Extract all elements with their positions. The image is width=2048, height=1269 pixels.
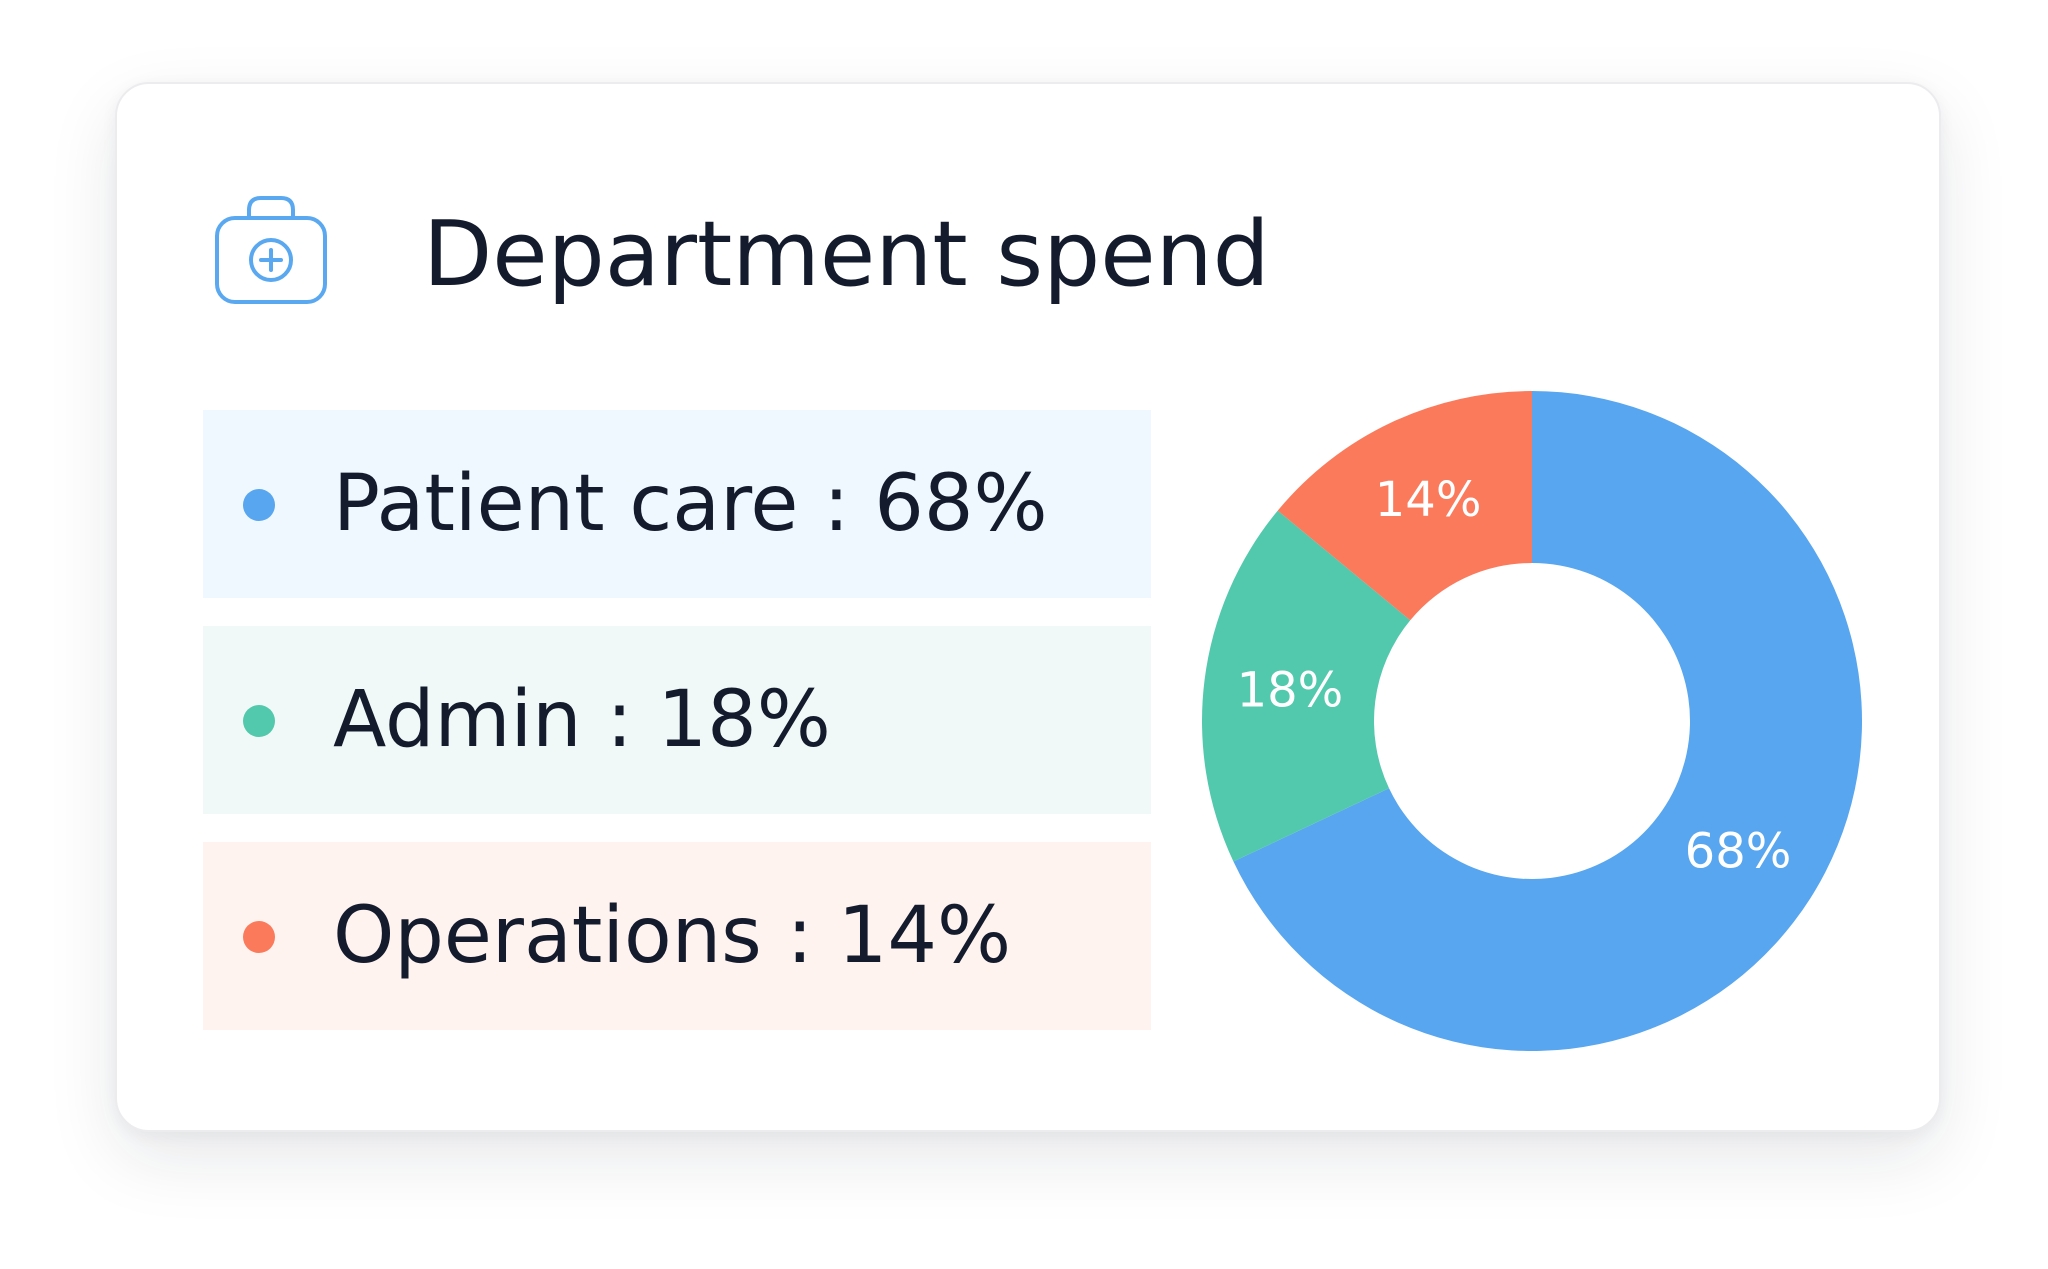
- donut-slice-patient-care: [1233, 391, 1862, 1051]
- legend-value: 18%: [657, 675, 831, 765]
- legend: Patient care : 68% Admin : 18% Operation…: [203, 410, 1151, 1058]
- medical-kit-icon: [215, 196, 327, 304]
- legend-row-admin: Admin : 18%: [203, 626, 1151, 814]
- legend-row-patient-care: Patient care : 68%: [203, 410, 1151, 598]
- legend-text-admin: Admin : 18%: [333, 670, 831, 770]
- card-title: Department spend: [423, 202, 1270, 307]
- legend-value: 68%: [874, 459, 1048, 549]
- donut-chart: 68% 18% 14%: [1202, 391, 1862, 1051]
- donut-label-operations: 14%: [1375, 472, 1482, 528]
- legend-dot-operations: [243, 921, 275, 953]
- legend-separator: :: [761, 891, 838, 981]
- legend-row-operations: Operations : 14%: [203, 842, 1151, 1030]
- department-spend-card: Department spend Patient care : 68% Admi…: [115, 82, 1941, 1132]
- donut-label-admin: 18%: [1237, 662, 1344, 718]
- legend-separator: :: [798, 459, 875, 549]
- legend-text-patient-care: Patient care : 68%: [333, 454, 1048, 554]
- legend-separator: :: [581, 675, 658, 765]
- donut-slice-admin: [1202, 510, 1411, 862]
- legend-label: Admin: [333, 675, 582, 765]
- donut-slice-operations: [1277, 391, 1532, 621]
- legend-dot-admin: [243, 705, 275, 737]
- legend-label: Operations: [333, 891, 762, 981]
- legend-text-operations: Operations : 14%: [333, 886, 1011, 986]
- legend-dot-patient-care: [243, 489, 275, 521]
- legend-value: 14%: [837, 891, 1012, 981]
- donut-label-patient-care: 68%: [1685, 824, 1792, 880]
- legend-label: Patient care: [333, 459, 799, 549]
